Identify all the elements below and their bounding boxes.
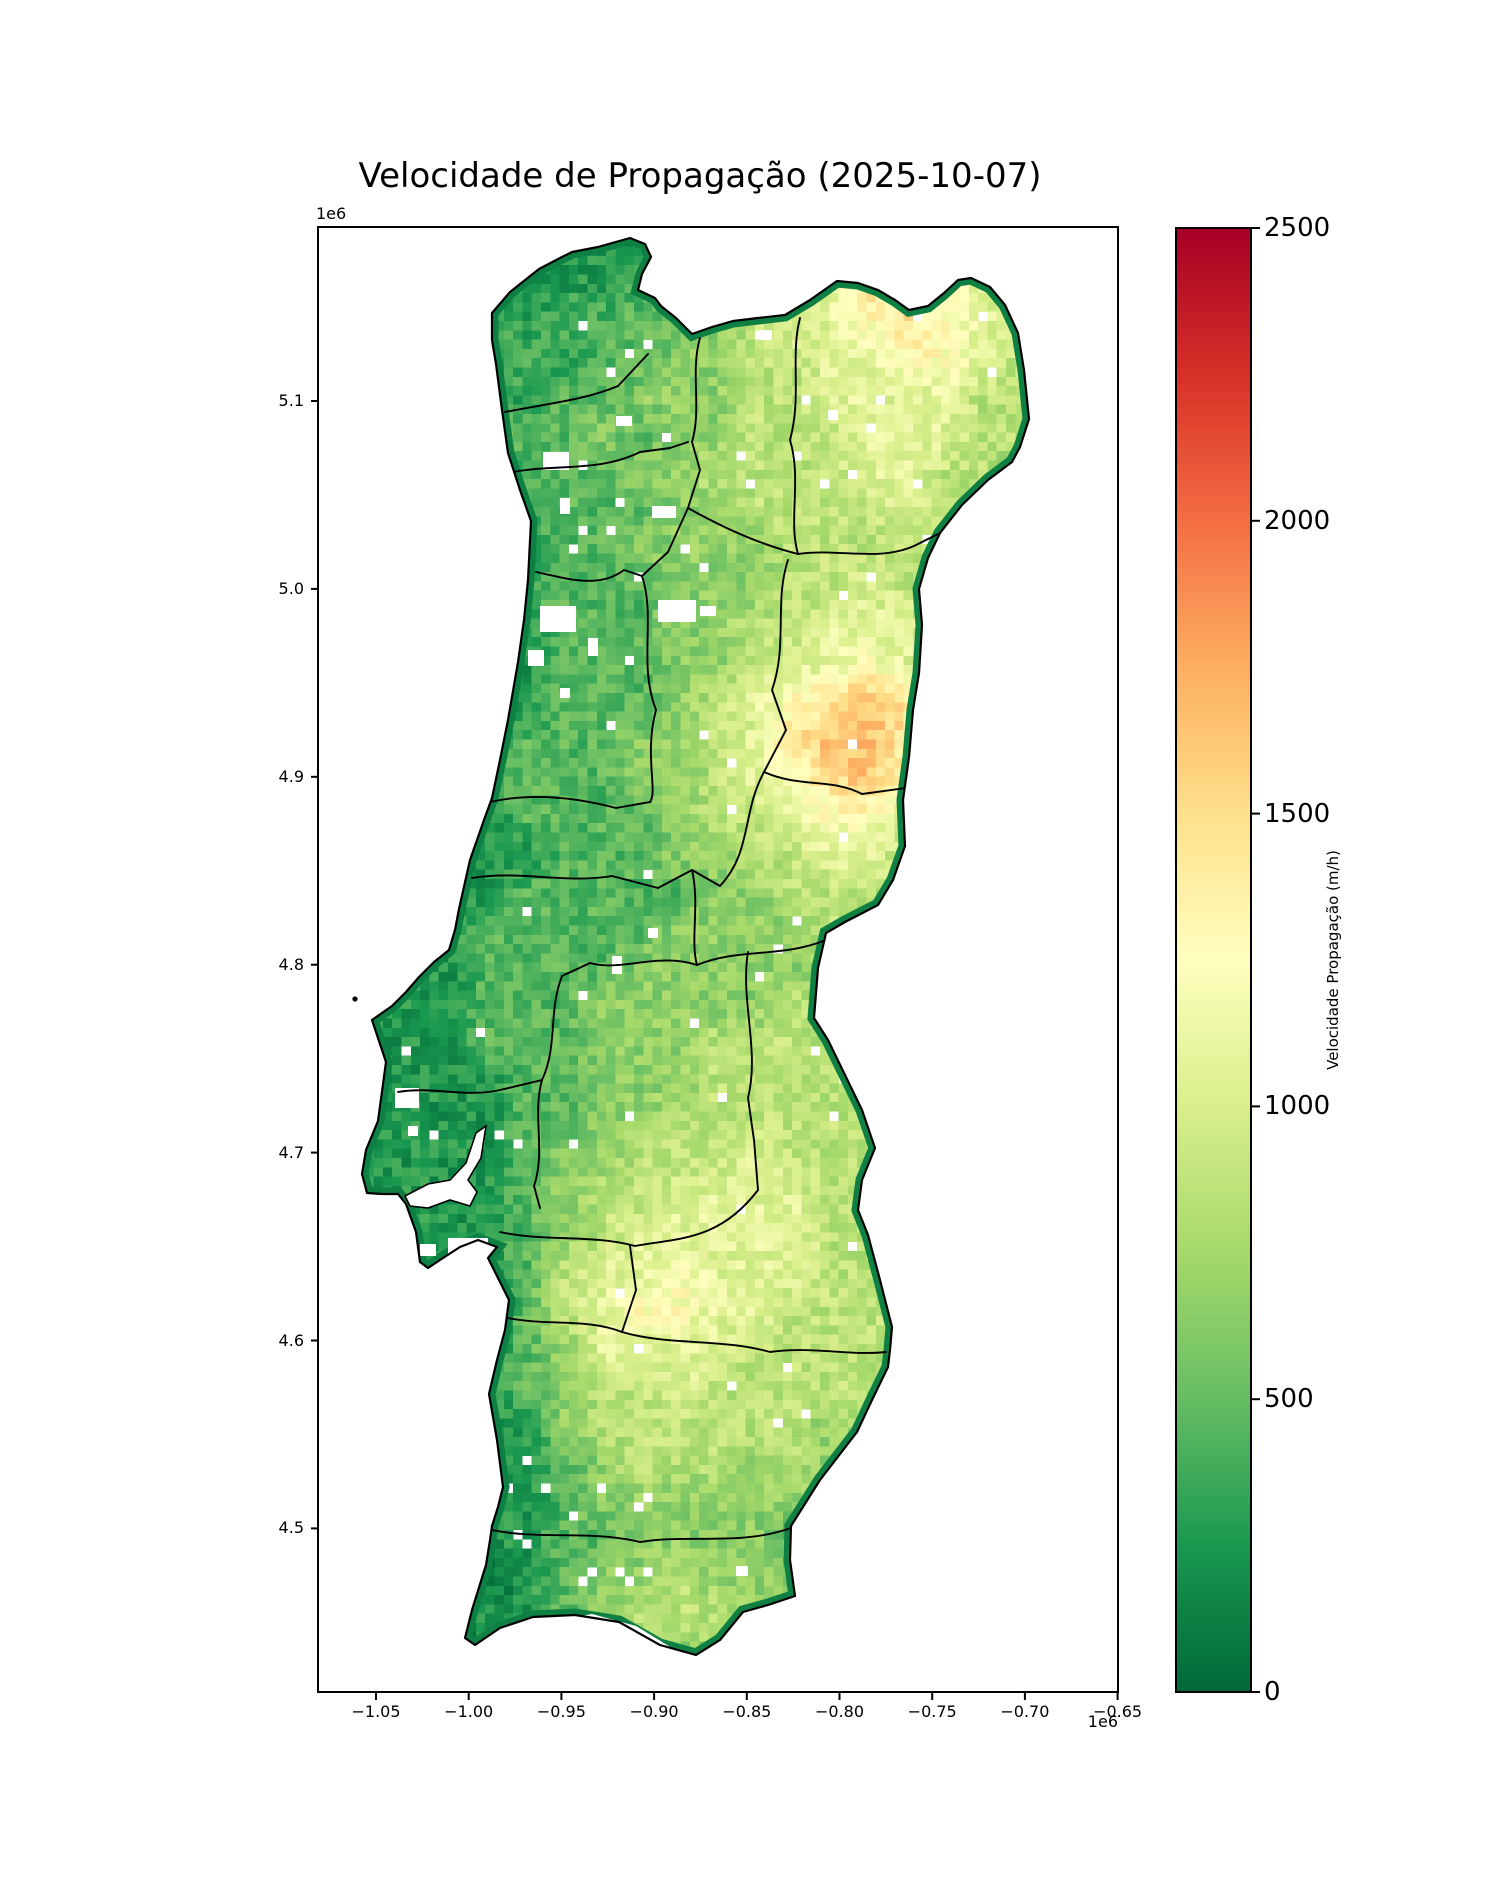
colorbar-gradient	[1175, 227, 1252, 1693]
x-tick-label: −0.75	[907, 1702, 957, 1721]
raster-cells	[362, 238, 1029, 1655]
colorbar-tick-label: 500	[1264, 1384, 1314, 1415]
x-tick-label: −0.80	[814, 1702, 865, 1721]
y-axis-offset-label: 1e6	[316, 204, 347, 223]
y-tick-label: 5.1	[278, 391, 304, 410]
x-tick-label: −0.95	[536, 1702, 586, 1721]
district-boundaries	[397, 317, 939, 1543]
y-tick-label: 4.9	[278, 766, 304, 786]
colorbar-tick-label: 2000	[1264, 505, 1331, 536]
colorbar-tick-label: 0	[1264, 1677, 1281, 1707]
x-tick-label: −0.85	[722, 1702, 772, 1721]
colorbar-tick-label: 1500	[1264, 798, 1331, 829]
x-axis-offset-label: 1e6	[1087, 1712, 1118, 1731]
colorbar-tick-label: 2500	[1264, 213, 1331, 243]
x-tick-label: −0.70	[1000, 1702, 1050, 1721]
x-tick-label: −1.05	[351, 1702, 401, 1721]
axes-frame	[317, 226, 1119, 1693]
x-tick-label: −0.90	[629, 1702, 679, 1721]
x-tick-label: −1.00	[444, 1702, 494, 1721]
y-tick-label: 5.0	[278, 578, 304, 598]
y-tick-label: 4.8	[278, 954, 304, 974]
plot-title: Velocidade de Propagação (2025-10-07)	[358, 156, 1042, 196]
y-tick-label: 4.6	[278, 1330, 304, 1350]
x-tick-label: −0.65	[1093, 1702, 1143, 1721]
y-tick-label: 4.5	[278, 1518, 304, 1538]
y-tick-label: 4.7	[278, 1142, 304, 1162]
tejo-estuary	[403, 1124, 488, 1209]
berlengas-islet	[352, 996, 358, 1002]
tick-marks	[311, 227, 1260, 1700]
colorbar-tick-label: 1000	[1264, 1091, 1331, 1122]
